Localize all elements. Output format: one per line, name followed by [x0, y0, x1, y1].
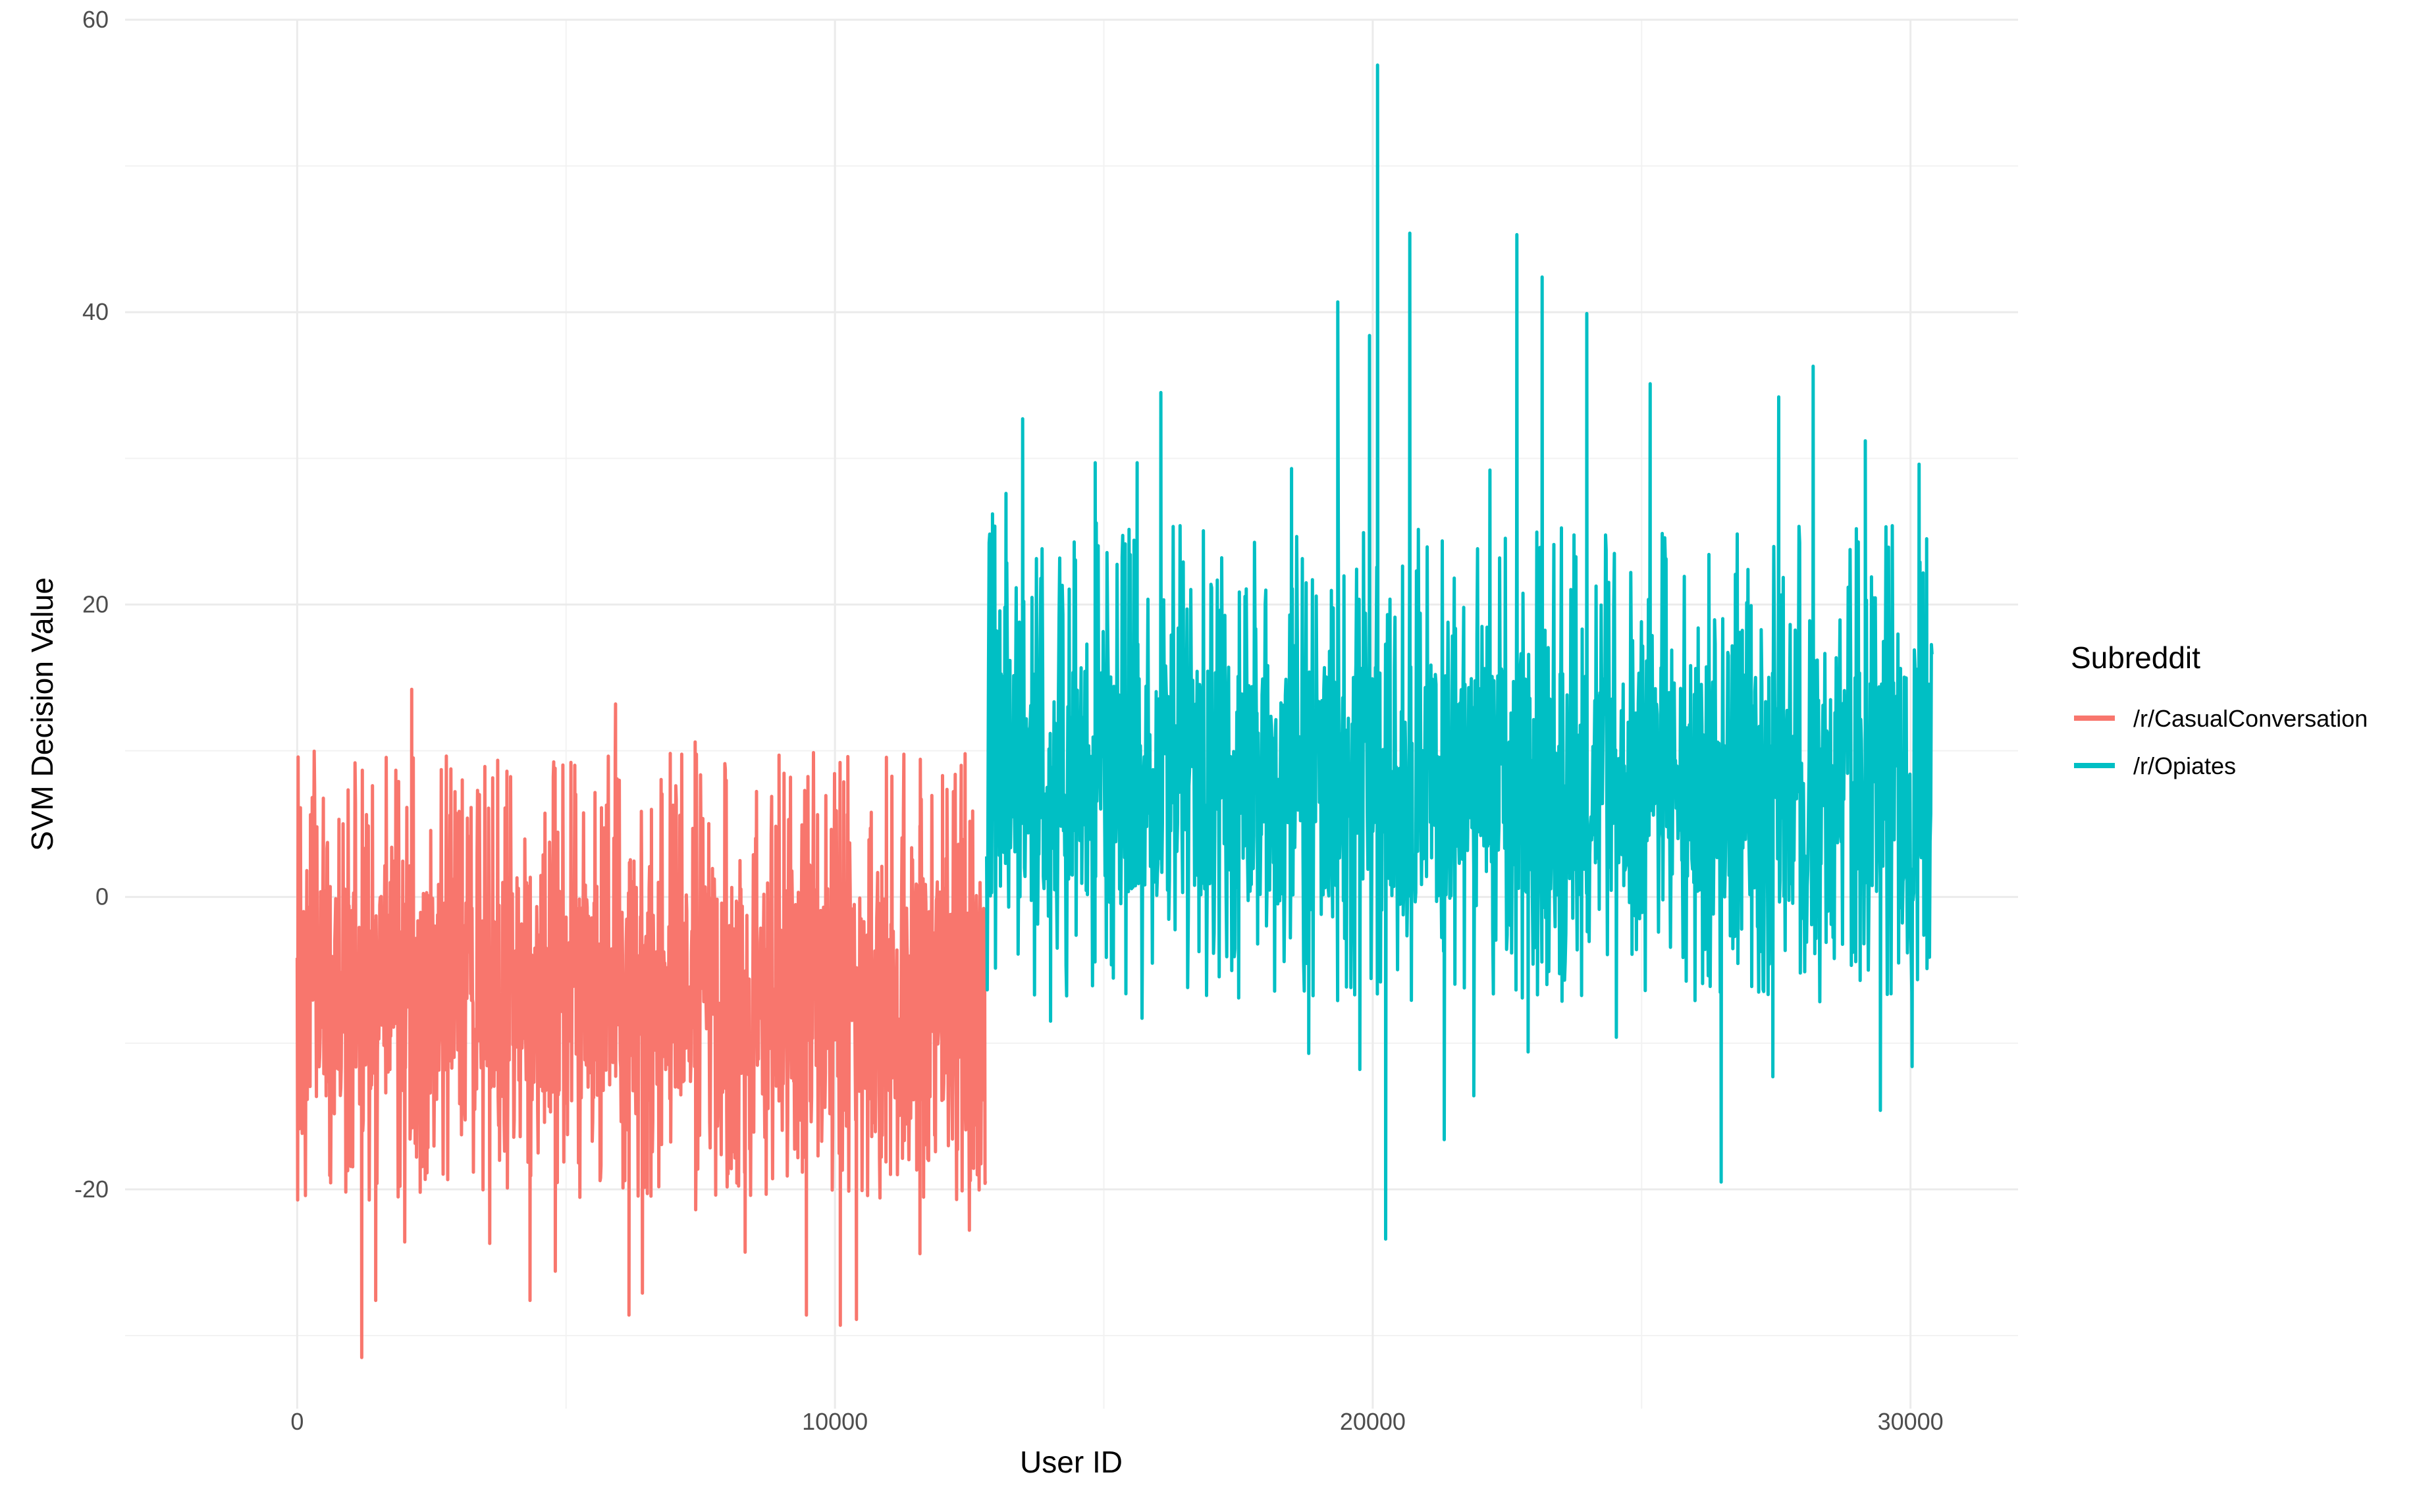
x-tick-label: 30000	[1878, 1408, 1944, 1435]
x-tick-label: 20000	[1340, 1408, 1406, 1435]
legend-title: Subreddit	[2071, 640, 2200, 675]
y-tick-label: 60	[82, 6, 109, 33]
y-tick-label: 0	[95, 883, 109, 910]
tick-labels: 0 10000 20000 30000 -20 0 20 40 60	[74, 6, 1944, 1435]
series-line-casualconversation	[295, 687, 988, 1359]
y-tick-label: 40	[82, 298, 109, 325]
legend-label-casualconversation: /r/CasualConversation	[2133, 705, 2368, 732]
series-lines	[295, 63, 1934, 1359]
x-tick-label: 0	[290, 1408, 304, 1435]
series-line-opiates	[985, 63, 1934, 1241]
x-tick-label: 10000	[802, 1408, 868, 1435]
y-tick-label: -20	[74, 1176, 109, 1203]
y-tick-label: 20	[82, 590, 109, 617]
y-axis-title: SVM Decision Value	[25, 577, 59, 851]
x-axis-title: User ID	[1020, 1445, 1123, 1479]
legend: Subreddit /r/CasualConversation /r/Opiat…	[2071, 640, 2368, 779]
legend-label-opiates: /r/Opiates	[2133, 752, 2236, 779]
